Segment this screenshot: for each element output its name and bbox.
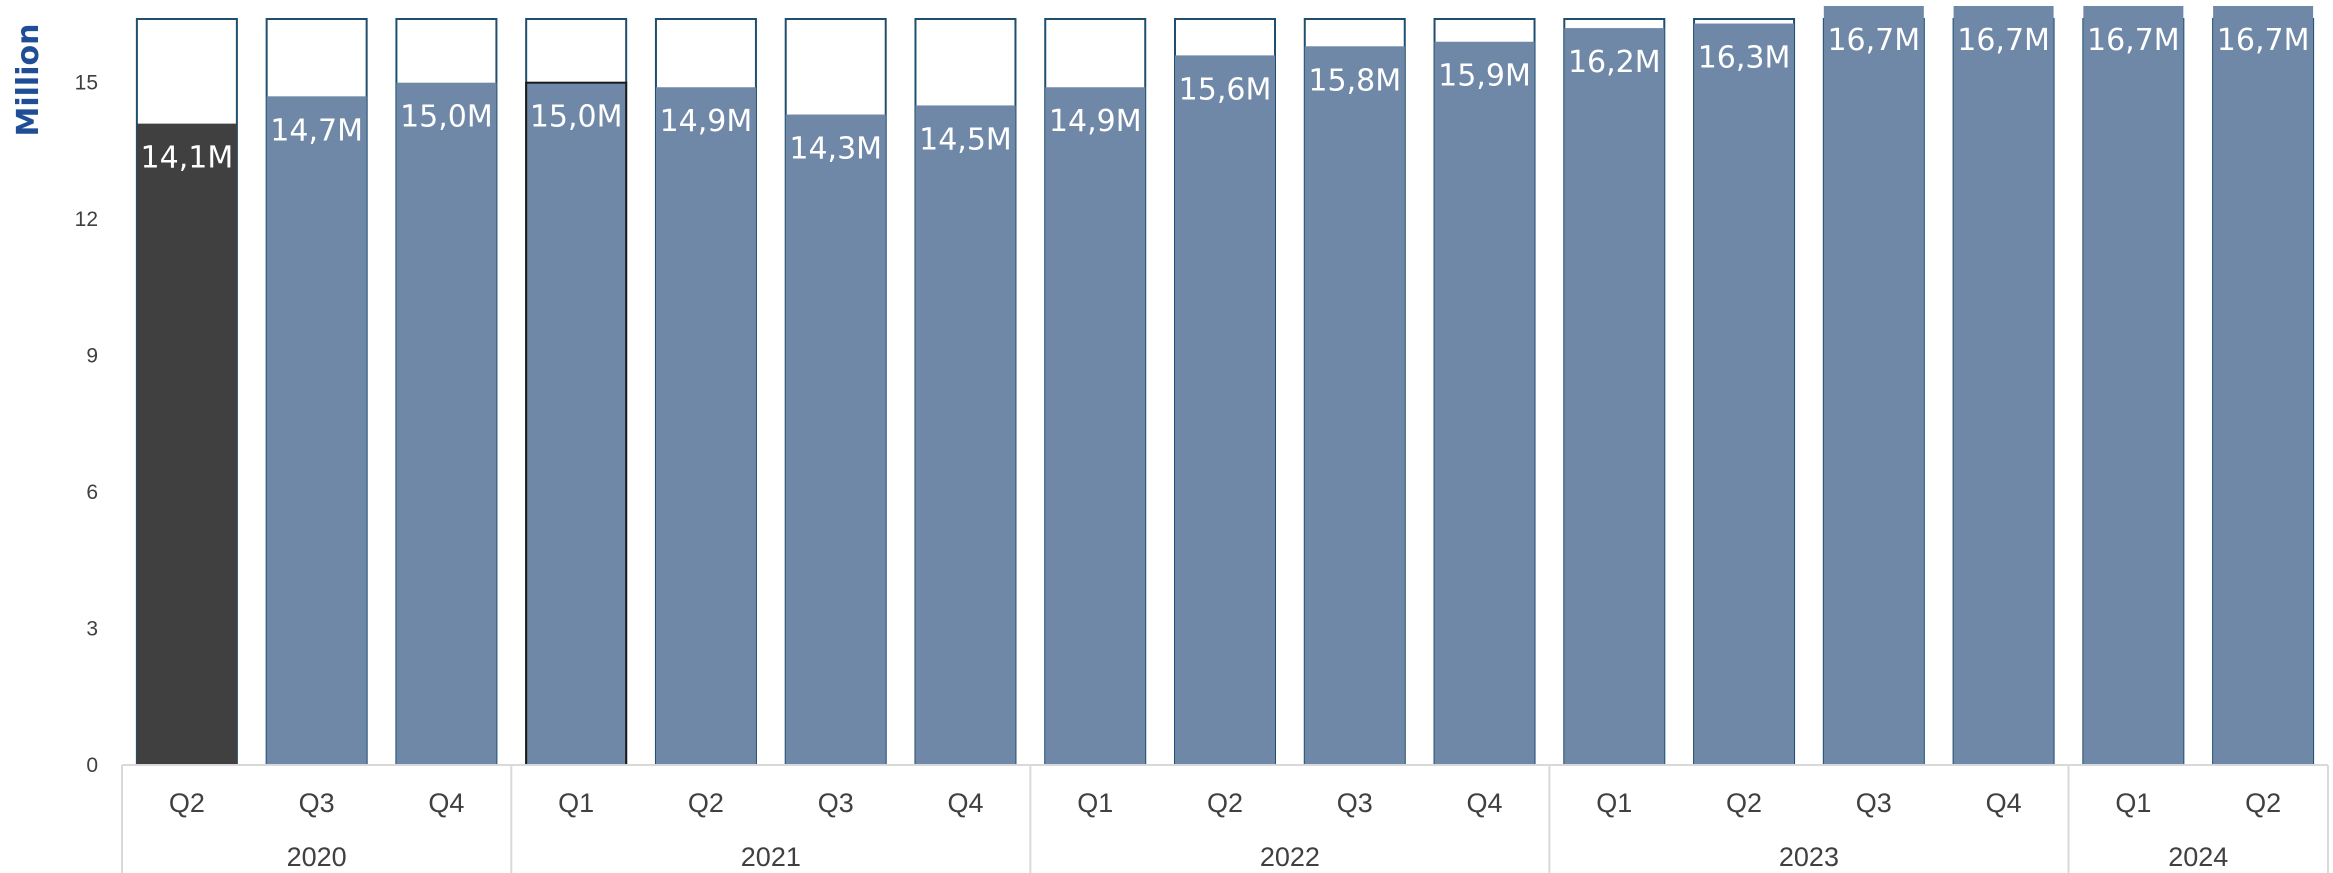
bar: [1953, 6, 2054, 765]
data-label: 16,7M: [2217, 23, 2310, 58]
bar: [136, 123, 237, 765]
quarter-tick-label: Q1: [1596, 788, 1632, 818]
y-axis-title: Million: [11, 24, 46, 137]
bar: [2213, 6, 2314, 765]
quarter-tick-label: Q1: [558, 788, 594, 818]
quarter-tick-label: Q2: [169, 788, 205, 818]
quarter-tick-label: Q3: [299, 788, 335, 818]
y-tick-label: 12: [75, 208, 98, 231]
bar: [396, 82, 497, 766]
data-label: 15,9M: [1438, 59, 1531, 94]
data-label: 15,6M: [1179, 72, 1272, 107]
y-tick-label: 9: [86, 345, 98, 368]
y-tick-label: 0: [86, 754, 98, 777]
bar: [1304, 46, 1405, 766]
bar: [525, 81, 628, 767]
data-label: 14,5M: [919, 122, 1012, 157]
data-label: 15,0M: [530, 100, 623, 135]
data-label: 14,9M: [1049, 104, 1142, 139]
bar: [1045, 87, 1146, 766]
data-label: 15,8M: [1308, 63, 1401, 98]
y-tick-label: 6: [86, 481, 98, 504]
data-label: 16,3M: [1698, 41, 1791, 76]
bar: [1434, 41, 1535, 766]
quarter-tick-label: Q4: [428, 788, 464, 818]
year-tick-label: 2021: [741, 842, 801, 872]
x-axis: Q2 Q3 Q4 Q1 Q2 Q3 Q4 Q1 Q2 Q3 Q4 Q1 Q2 Q3 Q4 Q1 Q2 2020 20…: [121, 764, 2329, 873]
bar: [785, 114, 886, 765]
y-tick-label: 15: [75, 72, 98, 95]
quarter-tick-label: Q2: [1207, 788, 1243, 818]
year-tick-label: 2020: [287, 842, 347, 872]
year-tick-label: 2024: [2168, 842, 2228, 872]
bar: [2083, 6, 2184, 765]
quarter-tick-label: Q4: [1986, 788, 2022, 818]
data-label: 14,3M: [789, 132, 882, 167]
bar: [1564, 28, 1665, 766]
bar: [655, 87, 756, 766]
bar: [1175, 55, 1275, 765]
data-label: 14,1M: [141, 141, 234, 176]
year-tick-label: 2023: [1779, 842, 1839, 872]
data-label: 14,7M: [270, 113, 363, 148]
quarter-tick-label: Q1: [1077, 788, 1113, 818]
bar: [1694, 23, 1795, 766]
data-label: 16,7M: [1957, 23, 2050, 58]
quarter-tick-label: Q3: [1337, 788, 1373, 818]
quarter-tick-label: Q3: [818, 788, 854, 818]
bars: 14,1M 14,7M 15,0M 15,0M 14,9M 14,3M 14,5M 14,9M…: [135, 6, 2315, 767]
data-label: 16,7M: [1827, 23, 1920, 58]
quarter-tick-label: Q4: [1467, 788, 1503, 818]
data-label: 16,2M: [1568, 45, 1661, 80]
y-tick-label: 3: [86, 618, 98, 641]
y-axis-ticks: 0 3 6 9 12 15: [75, 72, 98, 777]
bar: [266, 96, 367, 765]
quarter-tick-label: Q4: [947, 788, 983, 818]
year-tick-label: 2022: [1260, 842, 1320, 872]
data-label: 14,9M: [660, 104, 753, 139]
data-label: 15,0M: [400, 100, 493, 135]
bar: [1823, 6, 1924, 765]
quarter-tick-label: Q1: [2115, 788, 2151, 818]
bar: [915, 105, 1016, 766]
data-label: 16,7M: [2087, 23, 2180, 58]
quarter-tick-label: Q3: [1856, 788, 1892, 818]
quarter-tick-label: Q2: [2245, 788, 2281, 818]
quarter-tick-label: Q2: [688, 788, 724, 818]
quarter-tick-label: Q2: [1726, 788, 1762, 818]
